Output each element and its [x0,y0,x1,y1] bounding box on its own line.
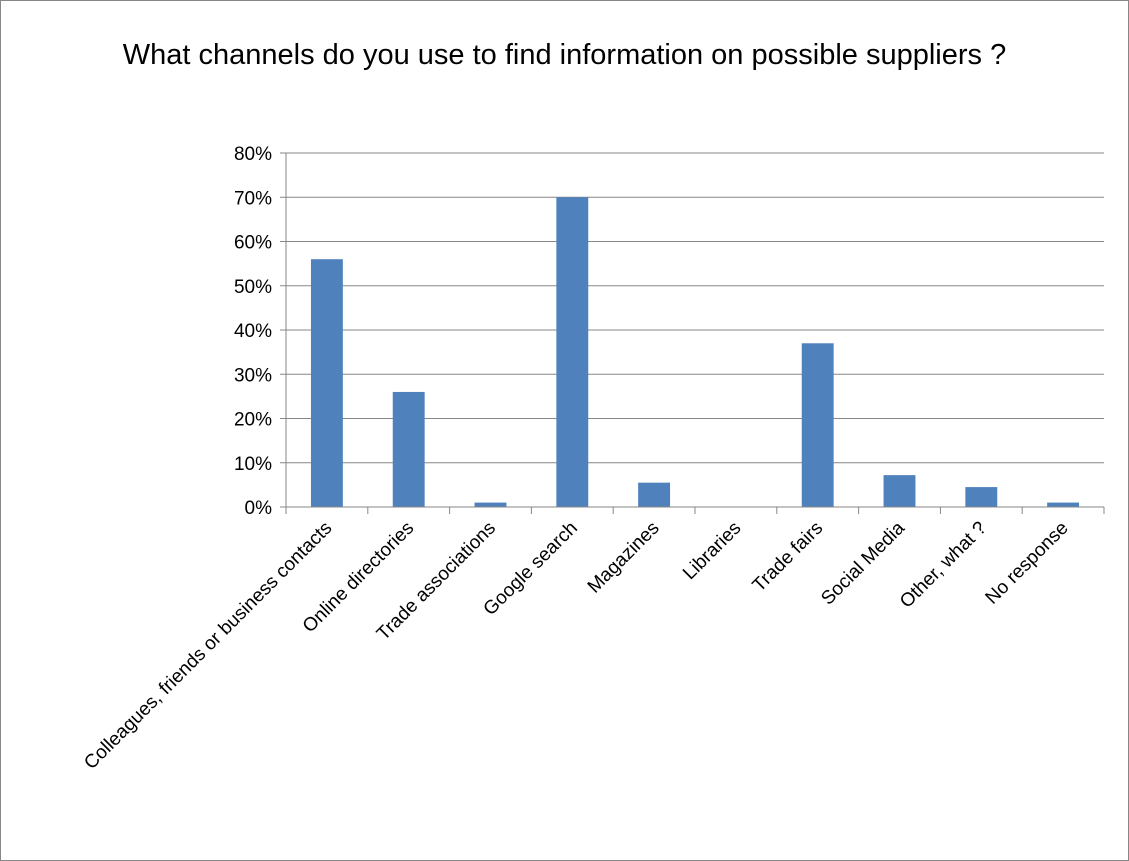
x-tick-label: Trade fairs [749,518,828,597]
chart-title: What channels do you use to find informa… [122,39,1007,71]
bar [474,502,507,507]
y-tick-label: 80% [234,144,272,165]
y-tick-label: 30% [234,365,272,386]
x-tick-label: Social Media [817,517,909,609]
x-tick-label: Colleagues, friends or business contacts [80,518,336,774]
y-tick-label: 20% [234,410,272,431]
bar [556,197,589,507]
bar [638,482,671,507]
bar [392,391,425,507]
x-tick-label: Libraries [679,518,745,584]
bar [801,343,834,507]
bar [310,259,343,507]
y-tick-label: 50% [234,277,272,298]
y-tick-label: 10% [234,454,272,475]
x-tick-label: No response [982,518,1073,609]
y-tick-label: 60% [234,233,272,254]
x-tick-label: Magazines [584,518,664,598]
bar [883,475,916,507]
y-tick-label: 70% [234,188,272,209]
y-tick-label: 0% [245,498,273,519]
bar [965,487,998,507]
axes [280,152,1105,514]
x-tick-label: Other, what ? [896,518,991,613]
bars [310,197,1080,507]
y-tick-label: 40% [234,321,272,342]
bar [1047,502,1080,507]
